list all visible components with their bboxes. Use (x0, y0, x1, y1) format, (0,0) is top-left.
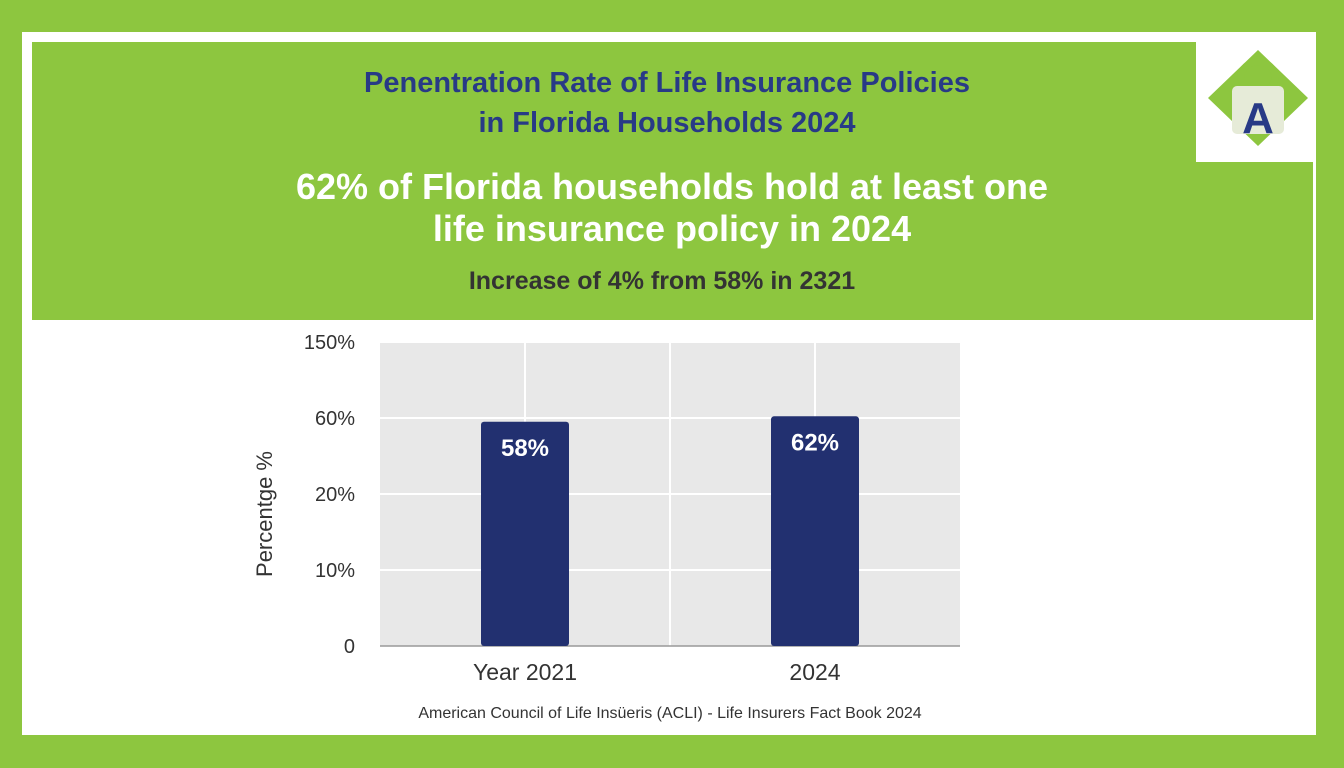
y-tick-label: 150% (304, 332, 355, 354)
logo: A (1196, 32, 1316, 162)
y-tick-label: 0 (344, 636, 355, 658)
bar-value-label: 58% (501, 435, 549, 462)
source-note: American Council of Life Insüeris (ACLI)… (418, 705, 922, 722)
x-tick-label: 2024 (789, 659, 840, 685)
bar-value-label: 62% (791, 429, 839, 456)
lock-logo-icon: A (1208, 50, 1308, 146)
headline-line-1: 62% of Florida households hold at least … (295, 166, 1049, 207)
title-line-1: Penentration Rate of Life Insurance Poli… (364, 67, 970, 99)
logo-letter: A (1242, 94, 1274, 143)
y-tick-label: 10% (315, 560, 355, 582)
bar-2 (771, 416, 859, 646)
bar-1 (481, 421, 569, 646)
y-tick-label: 60% (315, 408, 355, 430)
y-tick-label: 20% (315, 484, 355, 506)
subheadline: Increase of 4% from 58% in 2321 (468, 267, 856, 295)
title-line-2: in Florida Households 2024 (478, 107, 856, 139)
x-tick-label: Year 2021 (473, 659, 577, 685)
y-axis-label: Percentge % (252, 451, 277, 577)
header-band (32, 42, 1313, 320)
headline-line-2: life insurance policy in 2024 (432, 208, 912, 249)
